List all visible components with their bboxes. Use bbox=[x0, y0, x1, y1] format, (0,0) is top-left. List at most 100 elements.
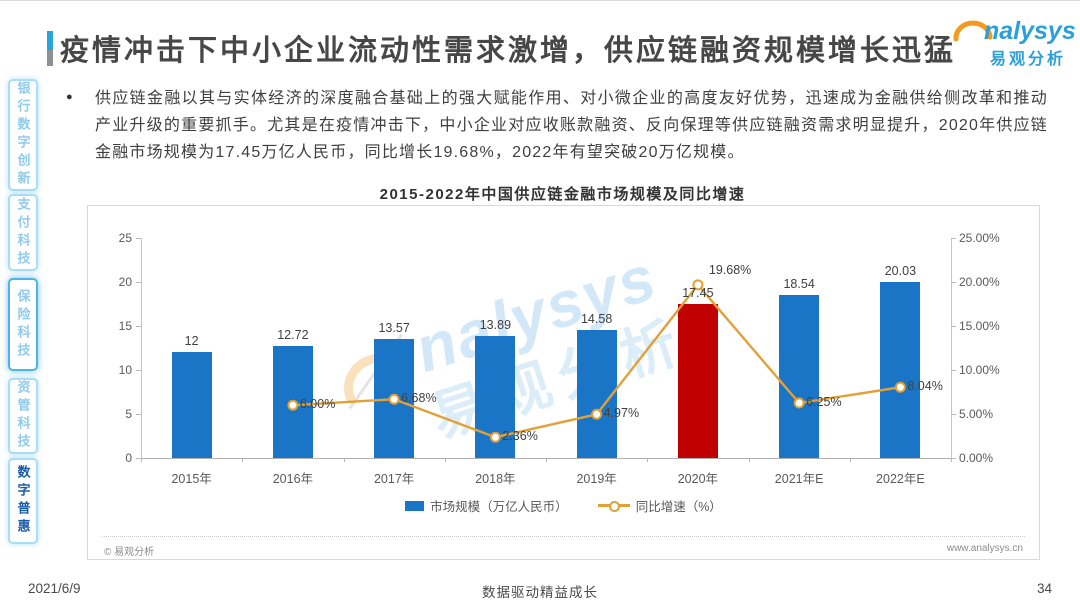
right-axis-label: 10.00% bbox=[959, 363, 1000, 377]
right-axis-tick bbox=[951, 326, 956, 327]
chart-title: 2015-2022年中国供应链金融市场规模及同比增速 bbox=[379, 186, 746, 203]
right-axis-label: 25.00% bbox=[959, 231, 1000, 245]
footer-date: 2021/6/9 bbox=[28, 581, 81, 596]
logo-brand-en: nalysys bbox=[984, 17, 1076, 45]
left-axis-label: 25 bbox=[118, 231, 132, 245]
logo-swoosh-icon bbox=[953, 20, 993, 42]
sidebar-item-label: 资管科技 bbox=[15, 380, 31, 452]
legend-item-market-size: 市场规模（万亿人民币） bbox=[405, 496, 568, 515]
growth-line-chart bbox=[287, 279, 906, 443]
right-axis-tick bbox=[951, 458, 956, 459]
footer-slogan: 数据驱动精益成长 bbox=[482, 585, 598, 600]
page-title: 疫情冲击下中小企业流动性需求激增，供应链融资规模增长迅猛 bbox=[60, 35, 957, 67]
left-axis-tick bbox=[136, 238, 141, 239]
growth-label-2019: 4.97% bbox=[603, 406, 640, 421]
bar-label-2016: 12.72 bbox=[277, 328, 309, 343]
growth-point-2017 bbox=[388, 393, 400, 405]
x-label-2015: 2015年 bbox=[171, 472, 212, 486]
analysys-logo: nalysys 易观分析 bbox=[940, 7, 1078, 68]
bar-2022e bbox=[880, 281, 921, 458]
x-label-2016: 2016年 bbox=[272, 472, 314, 486]
chart-website-link[interactable]: www.analysys.cn bbox=[946, 543, 1023, 554]
sidebar-item-payment-tech[interactable]: 支付科技 bbox=[8, 194, 38, 271]
legend-line-swatch-icon bbox=[597, 500, 630, 512]
chart: nalysys 易观分析 © 易观分析 www.analysys.cn 25 20… bbox=[87, 205, 1040, 560]
growth-label-2016: 6.00% bbox=[299, 397, 336, 412]
sidebar-item-label: 支付科技 bbox=[15, 196, 31, 269]
x-label-2018: 2018年 bbox=[475, 472, 516, 486]
bar-label-2021e: 18.54 bbox=[783, 276, 815, 291]
right-axis-label: 20.00% bbox=[959, 275, 1000, 289]
growth-point-2021e bbox=[793, 397, 805, 409]
sidebar-item-insurance-tech[interactable]: 保险科技 bbox=[8, 278, 38, 371]
x-label-2019: 2019年 bbox=[576, 472, 617, 486]
footer-page-number: 34 bbox=[1036, 581, 1052, 596]
legend-label-market-size: 市场规模（万亿人民币） bbox=[430, 500, 568, 514]
chart-legend: 市场规模（万亿人民币） 同比增速（%） bbox=[88, 496, 1039, 515]
value-axis-right bbox=[951, 238, 952, 458]
category-axis-tick bbox=[546, 458, 547, 462]
bar-label-2020: 17.45 bbox=[682, 286, 714, 301]
logo-brand-cn: 易观分析 bbox=[990, 51, 1067, 68]
sidebar-item-label: 数字普惠 bbox=[15, 465, 31, 537]
right-axis-tick bbox=[951, 238, 956, 239]
chart-footer-divider bbox=[102, 536, 1025, 537]
right-axis-tick bbox=[951, 414, 956, 415]
category-axis-tick bbox=[647, 458, 649, 462]
sidebar-item-label: 银行数字创新 bbox=[15, 81, 31, 189]
summary-text: 供应链金融以其与实体经济的深度融合基础上的强大赋能作用、对小微企业的高度友好优势… bbox=[95, 90, 1048, 161]
growth-label-2017: 6.68% bbox=[401, 391, 437, 406]
sidebar-item-asset-mgmt-tech[interactable]: 资管科技 bbox=[8, 378, 38, 454]
growth-label-2021e: 6.25% bbox=[806, 395, 842, 409]
left-axis-label: 0 bbox=[125, 451, 132, 465]
left-axis-label: 15 bbox=[118, 319, 132, 333]
sidebar-item-banking-digital-innovation[interactable]: 银行数字创新 bbox=[8, 79, 38, 191]
bar-2021e bbox=[779, 294, 820, 458]
category-axis-tick bbox=[748, 458, 750, 462]
x-label-2017: 2017年 bbox=[373, 472, 415, 486]
category-axis-tick bbox=[141, 458, 142, 462]
growth-point-2022e bbox=[894, 381, 906, 393]
growth-label-2020: 19.68% bbox=[708, 262, 752, 277]
bar-label-2022e: 20.03 bbox=[884, 263, 917, 278]
category-axis-tick bbox=[444, 458, 446, 462]
growth-label-2022e: 8.04% bbox=[907, 379, 943, 394]
category-axis-tick bbox=[242, 458, 244, 462]
bar-2019 bbox=[576, 329, 617, 458]
sidebar-item-digital-inclusion[interactable]: 数字普惠 bbox=[8, 458, 38, 544]
right-axis-label: 15.00% bbox=[959, 319, 1000, 333]
summary-bullet: ● 供应链金融以其与实体经济的深度融合基础上的强大赋能作用、对小微企业的高度友好… bbox=[64, 85, 1048, 166]
growth-label-2018: 2.36% bbox=[502, 429, 538, 444]
legend-label-growth-rate: 同比增速（%） bbox=[635, 500, 722, 514]
legend-item-growth-rate: 同比增速（%） bbox=[597, 496, 722, 515]
chart-source: © 易观分析 bbox=[104, 547, 155, 558]
bar-label-2019: 14.58 bbox=[580, 311, 613, 326]
left-axis-tick bbox=[136, 458, 141, 459]
bar-2020 bbox=[677, 304, 718, 458]
x-label-2022e: 2022年E bbox=[876, 472, 925, 486]
growth-point-2018 bbox=[489, 431, 501, 443]
left-axis-tick bbox=[136, 370, 141, 371]
bar-2015 bbox=[171, 352, 212, 458]
legend-bar-swatch-icon bbox=[405, 500, 425, 511]
left-axis-label: 20 bbox=[118, 275, 132, 289]
left-axis-tick bbox=[136, 326, 141, 327]
growth-point-2016 bbox=[287, 399, 299, 411]
x-label-2020: 2020年 bbox=[677, 472, 719, 486]
sidebar-item-label: 保险科技 bbox=[15, 288, 31, 361]
left-axis-label: 10 bbox=[118, 363, 132, 377]
title-accent-bar bbox=[47, 31, 53, 66]
growth-point-2019 bbox=[591, 408, 603, 420]
right-axis-tick bbox=[951, 370, 956, 371]
value-axis-left bbox=[141, 238, 142, 458]
bar-label-2018: 13.89 bbox=[479, 317, 512, 332]
bullet-icon: ● bbox=[66, 91, 73, 103]
right-axis-tick bbox=[951, 282, 956, 283]
category-axis-tick bbox=[849, 458, 851, 462]
left-axis-tick bbox=[136, 282, 141, 283]
bar-label-2017: 13.57 bbox=[378, 320, 410, 335]
category-axis-tick bbox=[343, 458, 345, 462]
right-axis-label: 0.00% bbox=[959, 451, 994, 465]
left-axis-tick bbox=[136, 414, 141, 415]
